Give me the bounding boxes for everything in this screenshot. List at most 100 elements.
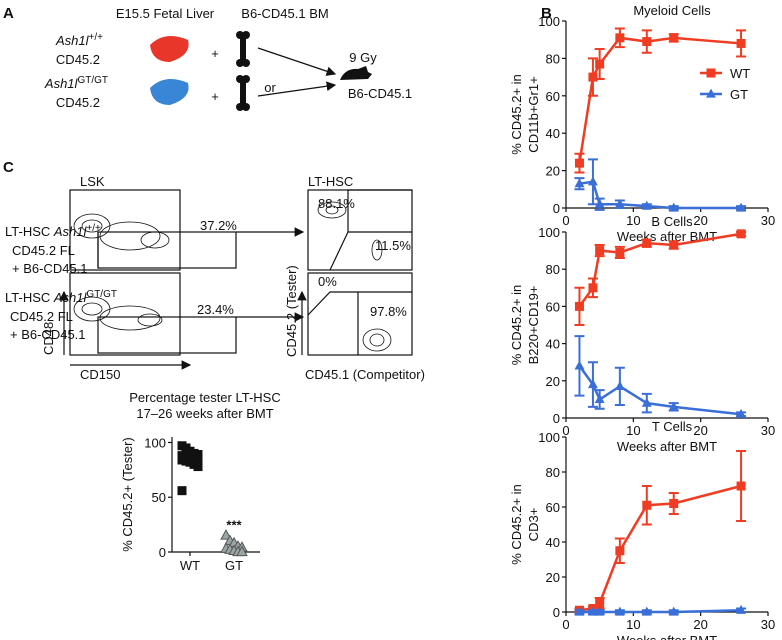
chart-title: 17–26 weeks after BMT <box>136 406 273 421</box>
marker <box>614 606 625 616</box>
y-tick-label: 20 <box>546 570 560 585</box>
y-tick-label: 0 <box>553 605 560 620</box>
y-tick-label: 80 <box>546 465 560 480</box>
row-label: + B6-CD45.1 <box>12 261 88 276</box>
x-tick-label: 0 <box>562 617 569 632</box>
y-axis-label: CD3+ <box>526 508 541 542</box>
series-line <box>578 36 742 164</box>
marker <box>574 178 585 188</box>
marker <box>614 198 625 208</box>
y-tick-label: 100 <box>538 225 560 240</box>
x-tick-label: 30 <box>761 213 775 228</box>
chart-title: Myeloid Cells <box>633 3 711 18</box>
series-line <box>579 484 742 612</box>
y-tick-label: 60 <box>546 299 560 314</box>
marker <box>668 401 679 411</box>
marker <box>587 176 598 186</box>
marker <box>236 545 248 557</box>
x-tick-label: 30 <box>761 617 775 632</box>
x-tick-label: 0 <box>562 213 569 228</box>
percent-label: 37.2% <box>200 218 237 233</box>
marker <box>641 200 652 210</box>
x-axis-label: Weeks after BMT <box>617 633 717 640</box>
y-tick-label: 50 <box>152 490 166 505</box>
percent-label: 88.1% <box>318 196 355 211</box>
x-axis-label: Weeks after BMT <box>617 229 717 244</box>
marker <box>641 606 652 616</box>
chart-title: B Cells <box>651 214 693 229</box>
marker <box>642 238 652 248</box>
marker <box>595 598 605 608</box>
marker <box>615 247 625 257</box>
axis-label: CD48 <box>41 322 56 355</box>
chart-title: T Cells <box>652 419 693 434</box>
axis-label: CD45.1 (Competitor) <box>305 367 425 382</box>
marker <box>594 394 605 403</box>
series-line <box>579 180 742 210</box>
percent-label: 0% <box>318 274 337 289</box>
marker <box>614 380 625 390</box>
x-tick-label: 20 <box>693 617 707 632</box>
marker <box>669 33 679 43</box>
marker <box>615 33 625 43</box>
gene: Ash1l <box>44 76 79 91</box>
y-axis-label: % CD45.2+ in <box>509 285 524 366</box>
marker <box>736 38 746 48</box>
x-tick-label: WT <box>180 558 200 573</box>
marker <box>574 158 584 168</box>
sup: GT/GT <box>77 75 108 86</box>
row-label: + B6-CD45.1 <box>10 327 86 342</box>
label: LSK <box>80 174 105 189</box>
plus: + <box>211 46 219 61</box>
y-tick-label: 60 <box>546 500 560 515</box>
sup: GT/GT <box>86 289 117 300</box>
annotation: *** <box>226 518 242 533</box>
marker <box>193 454 203 464</box>
y-tick-label: 60 <box>546 89 560 104</box>
y-tick-label: 0 <box>159 545 166 560</box>
marker <box>595 59 605 69</box>
text: LT-HSC <box>5 224 54 239</box>
marker <box>588 283 598 293</box>
marker <box>641 397 652 407</box>
label: Ash1l+/+ <box>55 32 103 48</box>
marker <box>736 408 747 418</box>
marker <box>642 500 652 510</box>
y-tick-label: 20 <box>546 374 560 389</box>
y-tick-label: 40 <box>546 126 560 141</box>
y-axis-label: B220+CD19+ <box>526 286 541 365</box>
marker <box>669 240 679 250</box>
marker <box>587 379 598 389</box>
gene: Ash1l <box>55 33 90 48</box>
marker <box>736 202 747 212</box>
x-tick-label: 10 <box>626 213 640 228</box>
marker <box>668 202 679 212</box>
y-axis-label: % CD45.2+ in <box>509 484 524 565</box>
marker <box>669 499 679 508</box>
y-tick-label: 80 <box>546 262 560 277</box>
y-axis-label: CD11b+Gr1+ <box>526 76 541 152</box>
bone-icon <box>236 75 250 111</box>
x-tick-label: 20 <box>693 213 707 228</box>
x-axis-label: Weeks after BMT <box>617 439 717 454</box>
y-tick-label: 80 <box>546 51 560 66</box>
mouse-icon <box>340 66 372 80</box>
x-tick-label: 10 <box>626 617 640 632</box>
marker <box>193 462 203 472</box>
y-tick-label: 100 <box>144 435 166 450</box>
y-tick-label: 40 <box>546 535 560 550</box>
legend-label: WT <box>730 66 750 81</box>
percent-label: 11.5% <box>375 238 411 253</box>
flow-plot <box>59 189 413 370</box>
liver-icon <box>150 79 189 105</box>
y-tick-label: 0 <box>553 201 560 216</box>
y-tick-label: 40 <box>546 337 560 352</box>
label: 9 Gy <box>349 50 377 65</box>
x-tick-label: 0 <box>562 423 569 438</box>
marker <box>594 606 605 616</box>
marker <box>594 198 605 208</box>
row-label: CD45.2 FL <box>12 243 75 258</box>
marker <box>177 486 187 496</box>
